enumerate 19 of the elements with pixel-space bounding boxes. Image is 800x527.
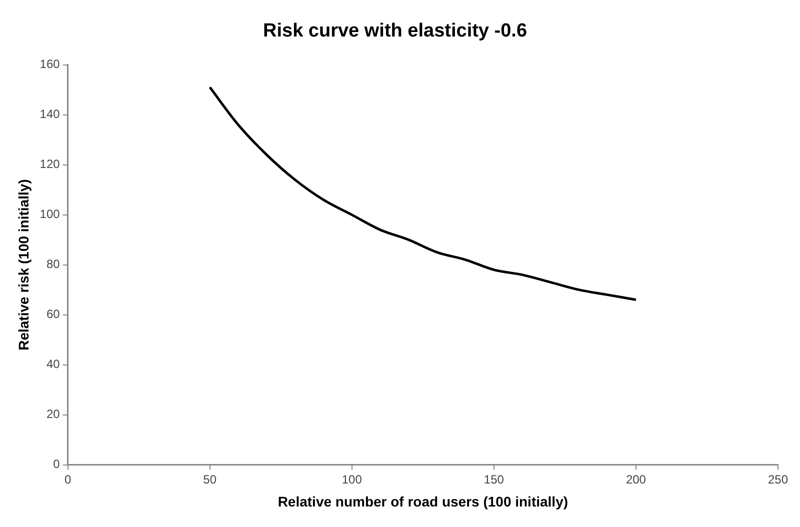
y-tick-label: 20 <box>46 407 60 422</box>
x-tick-label: 100 <box>342 472 362 486</box>
x-tick-label: 0 <box>64 472 72 486</box>
chart-title: Risk curve with elasticity -0.6 <box>262 20 528 42</box>
y-tick-label: 40 <box>46 357 60 372</box>
x-tick-label: 150 <box>484 472 504 486</box>
x-axis-title: Relative number of road users (100 initially) <box>278 493 568 510</box>
y-tick-label: 120 <box>40 157 60 172</box>
x-tick-label: 250 <box>768 472 788 486</box>
y-tick-label: 80 <box>46 257 60 272</box>
y-tick-label: 140 <box>40 107 60 122</box>
y-tick-label: 100 <box>40 207 60 222</box>
y-tick-label: 160 <box>40 57 60 72</box>
y-axis-title: Relative risk (100 initially) <box>15 179 32 350</box>
x-tick-label: 200 <box>626 472 646 486</box>
x-tick-label: 50 <box>203 472 217 486</box>
y-tick-label: 0 <box>53 457 60 472</box>
line-series <box>208 86 638 302</box>
y-tick-label: 60 <box>46 307 60 322</box>
